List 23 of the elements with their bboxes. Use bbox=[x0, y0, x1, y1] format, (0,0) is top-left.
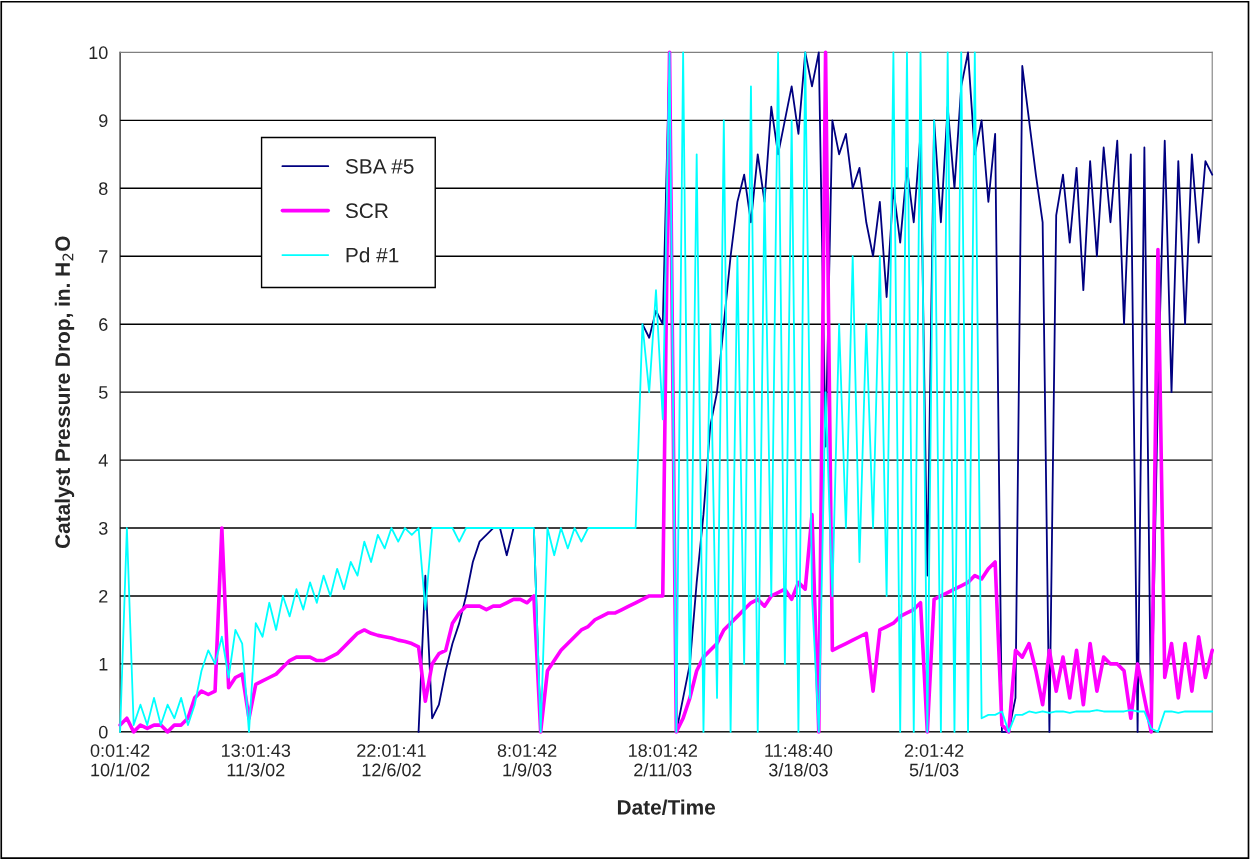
x-tick-label: 22:01:41 12/6/02 bbox=[357, 744, 426, 777]
y-tick-label: 6 bbox=[99, 318, 108, 331]
legend-label: Pd #1 bbox=[346, 247, 399, 263]
y-axis-title: Catalyst Pressure Drop, in. H$_{2}$O bbox=[54, 236, 75, 549]
x-tick-label: 8:01:42 1/9/03 bbox=[497, 744, 557, 777]
legend-label: SBA #5 bbox=[345, 158, 414, 174]
x-tick-label: 0:01:42 10/1/02 bbox=[90, 744, 150, 777]
y-tick-label: 1 bbox=[99, 658, 108, 671]
x-tick-label: 2:01:42 5/1/03 bbox=[904, 744, 964, 777]
x-tick-label: 13:01:43 11/3/02 bbox=[222, 744, 291, 777]
y-tick-label: 10 bbox=[89, 46, 108, 60]
x-tick-label: 18:01:42 2/11/03 bbox=[629, 744, 697, 777]
legend-label: SCR bbox=[345, 203, 388, 219]
y-tick-label: 8 bbox=[99, 182, 108, 196]
y-tick-label: 9 bbox=[99, 114, 108, 128]
y-tick-label: 5 bbox=[98, 386, 108, 399]
y-tick-label: 0 bbox=[98, 725, 108, 739]
y-tick-label: 7 bbox=[99, 250, 108, 263]
y-tick-label: 3 bbox=[98, 521, 108, 535]
y-tick-label: 4 bbox=[98, 454, 108, 467]
y-tick-label: 2 bbox=[99, 589, 108, 603]
x-tick-label: 11:48:40 3/18/03 bbox=[765, 744, 833, 777]
x-axis-title: Date/Time bbox=[617, 799, 716, 815]
